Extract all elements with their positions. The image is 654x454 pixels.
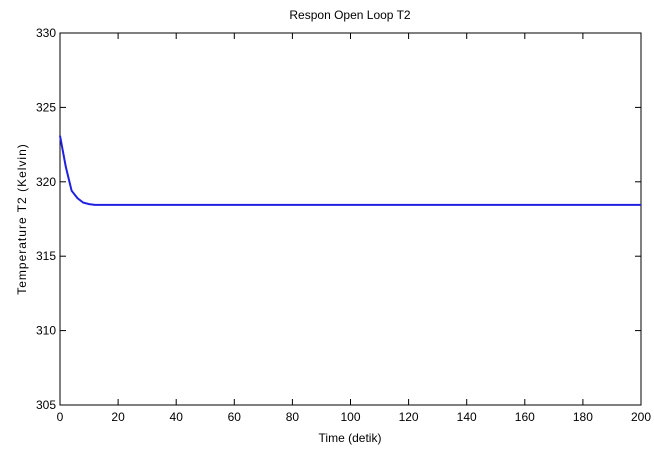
y-tick-label: 330	[36, 26, 56, 40]
y-tick-label: 310	[36, 324, 56, 338]
y-tick-label: 320	[36, 175, 56, 189]
y-tick-label: 315	[36, 249, 56, 263]
x-tick-label: 200	[631, 410, 651, 424]
chart-title: Respon Open Loop T2	[289, 8, 411, 22]
x-tick-label: 40	[170, 410, 184, 424]
data-line	[59, 135, 641, 206]
x-tick-label: 20	[111, 410, 125, 424]
y-axis-label: Temperature T2 (Kelvin)	[15, 143, 29, 295]
x-tick-label: 0	[57, 410, 64, 424]
x-tick-label: 120	[399, 410, 419, 424]
y-tick-label: 325	[36, 100, 56, 114]
x-tick-label: 100	[340, 410, 360, 424]
y-tick-label: 305	[36, 398, 56, 412]
x-tick-label: 180	[573, 410, 593, 424]
x-tick-label: 80	[286, 410, 300, 424]
x-tick-label: 160	[515, 410, 535, 424]
x-tick-label: 140	[457, 410, 477, 424]
x-axis-label: Time (detik)	[319, 431, 382, 445]
x-tick-label: 60	[228, 410, 242, 424]
